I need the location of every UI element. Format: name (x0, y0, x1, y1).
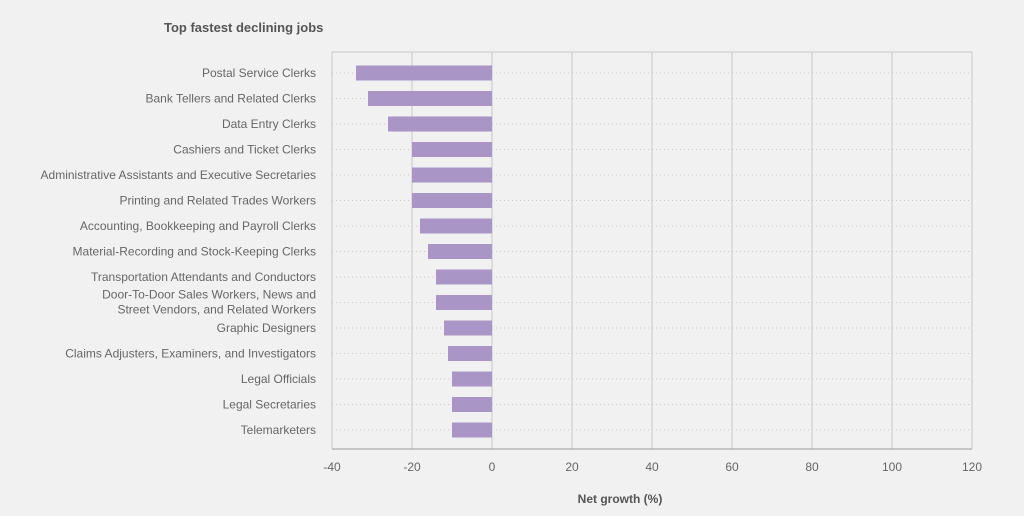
x-tick-label: 120 (962, 460, 982, 474)
bar (412, 167, 492, 183)
category-label: Bank Tellers and Related Clerks (145, 92, 316, 106)
bar (436, 295, 492, 310)
bar (444, 320, 492, 336)
category-label: Cashiers and Ticket Clerks (173, 143, 316, 157)
x-tick-label: 80 (805, 460, 819, 474)
x-axis-title: Net growth (%) (578, 492, 663, 506)
label-layer: Postal Service Clerks Bank Tellers and Re… (41, 66, 316, 437)
category-label: Printing and Related Trades Workers (119, 194, 316, 208)
bar (412, 193, 492, 208)
bar (452, 371, 492, 387)
chart-title: Top fastest declining jobs (164, 20, 323, 35)
x-tick-label: 0 (489, 460, 496, 474)
x-tick-label: 100 (882, 460, 902, 474)
category-label: Transportation Attendants and Conductors (91, 270, 316, 284)
bar (428, 244, 492, 259)
bar (452, 422, 492, 438)
category-label: Postal Service Clerks (202, 66, 316, 80)
bar (368, 91, 492, 106)
category-label: Claims Adjusters, Examiners, and Investi… (65, 347, 316, 361)
category-label: Legal Secretaries (223, 398, 316, 412)
bar (388, 116, 492, 132)
category-label: Material-Recording and Stock-Keeping Cle… (73, 245, 316, 259)
grid-layer (331, 51, 973, 450)
category-label: Door-To-Door Sales Workers, News and Stre… (102, 288, 316, 317)
bar (452, 397, 492, 412)
bar (420, 218, 492, 234)
bar (436, 269, 492, 285)
category-label: Legal Officials (241, 372, 316, 386)
x-tick-label: -40 (323, 460, 341, 474)
category-label: Data Entry Clerks (222, 117, 316, 131)
category-label: Telemarketers (241, 423, 316, 437)
bar-layer (356, 65, 492, 438)
x-tick-label: 40 (645, 460, 659, 474)
category-label: Accounting, Bookkeeping and Payroll Cler… (80, 219, 316, 233)
category-label: Graphic Designers (217, 321, 316, 335)
bar (448, 346, 492, 361)
x-tick-label: -20 (403, 460, 421, 474)
x-tick-label: 20 (565, 460, 579, 474)
bar (356, 65, 492, 81)
tick-layer: -40 -20 0 20 40 60 80 100 120 (323, 460, 982, 474)
bar (412, 142, 492, 157)
category-label: Administrative Assistants and Executive … (41, 168, 316, 182)
x-tick-label: 60 (725, 460, 739, 474)
